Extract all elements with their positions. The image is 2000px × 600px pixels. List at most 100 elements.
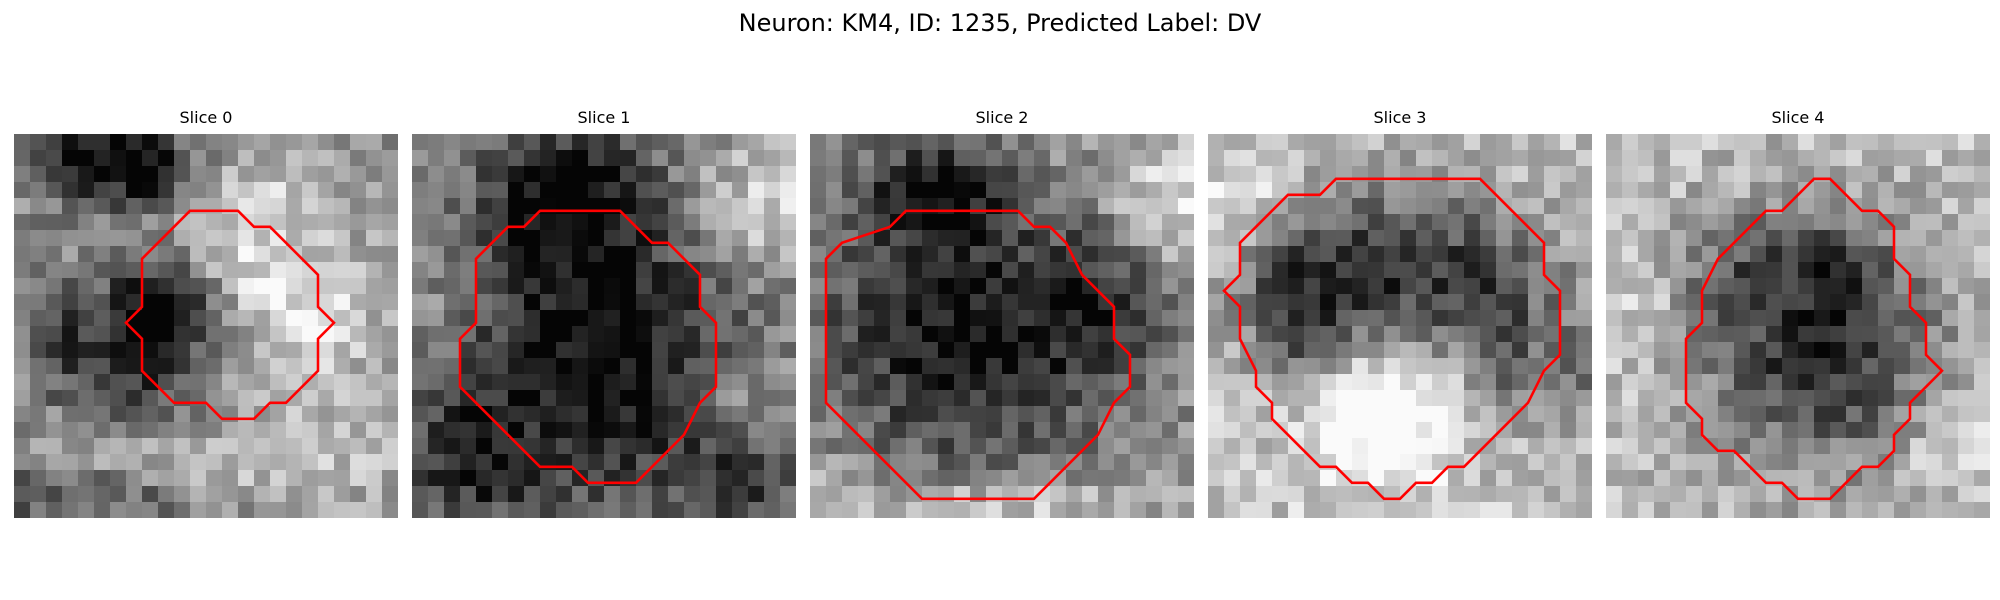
- image-pixel: [970, 230, 987, 247]
- image-pixel: [1528, 422, 1545, 439]
- image-pixel: [588, 438, 605, 455]
- image-pixel: [30, 454, 47, 471]
- image-pixel: [428, 166, 445, 183]
- image-pixel: [970, 166, 987, 183]
- image-pixel: [1528, 470, 1545, 487]
- image-pixel: [1448, 422, 1465, 439]
- image-pixel: [428, 150, 445, 167]
- image-pixel: [350, 390, 367, 407]
- image-pixel: [748, 374, 765, 391]
- image-pixel: [1910, 310, 1927, 327]
- image-pixel: [1750, 278, 1767, 295]
- image-pixel: [1942, 422, 1959, 439]
- image-pixel: [716, 470, 733, 487]
- image-pixel: [1066, 358, 1083, 375]
- image-pixel: [1256, 374, 1273, 391]
- image-pixel: [524, 166, 541, 183]
- image-pixel: [1002, 182, 1019, 199]
- image-pixel: [1544, 358, 1561, 375]
- image-pixel: [826, 406, 843, 423]
- image-pixel: [142, 358, 159, 375]
- image-pixel: [1208, 438, 1225, 455]
- image-pixel: [270, 438, 287, 455]
- image-pixel: [1702, 198, 1719, 215]
- image-pixel: [1304, 246, 1321, 263]
- image-pixel: [190, 326, 207, 343]
- image-pixel: [142, 422, 159, 439]
- image-pixel: [1814, 278, 1831, 295]
- image-pixel: [780, 502, 796, 518]
- image-pixel: [1782, 166, 1799, 183]
- image-pixel: [938, 262, 955, 279]
- image-pixel: [1560, 182, 1577, 199]
- image-pixel: [1240, 262, 1257, 279]
- image-pixel: [780, 150, 796, 167]
- image-pixel: [748, 326, 765, 343]
- image-pixel: [1098, 486, 1115, 503]
- image-pixel: [1432, 262, 1449, 279]
- image-pixel: [1910, 230, 1927, 247]
- image-pixel: [270, 486, 287, 503]
- image-pixel: [110, 246, 127, 263]
- image-pixel: [412, 262, 429, 279]
- image-pixel: [1910, 278, 1927, 295]
- image-pixel: [1464, 294, 1481, 311]
- image-pixel: [1974, 278, 1990, 295]
- image-pixel: [1750, 406, 1767, 423]
- image-pixel: [970, 502, 987, 518]
- image-pixel: [1638, 342, 1655, 359]
- image-pixel: [1098, 166, 1115, 183]
- image-pixel: [1208, 358, 1225, 375]
- image-pixel: [1910, 454, 1927, 471]
- image-pixel: [1528, 326, 1545, 343]
- image-pixel: [842, 198, 859, 215]
- image-pixel: [1050, 262, 1067, 279]
- image-pixel: [1670, 486, 1687, 503]
- image-pixel: [1512, 358, 1529, 375]
- image-pixel: [668, 134, 685, 151]
- image-pixel: [1002, 470, 1019, 487]
- image-pixel: [1368, 454, 1385, 471]
- image-pixel: [986, 246, 1003, 263]
- image-pixel: [350, 358, 367, 375]
- image-pixel: [158, 454, 175, 471]
- image-pixel: [1400, 294, 1417, 311]
- image-pixel: [1718, 246, 1735, 263]
- image-pixel: [524, 182, 541, 199]
- image-pixel: [1686, 342, 1703, 359]
- image-pixel: [970, 294, 987, 311]
- image-pixel: [1114, 134, 1131, 151]
- image-pixel: [1240, 422, 1257, 439]
- image-pixel: [1782, 262, 1799, 279]
- image-pixel: [1240, 470, 1257, 487]
- image-pixel: [1622, 326, 1639, 343]
- image-pixel: [1766, 358, 1783, 375]
- image-pixel: [1846, 342, 1863, 359]
- image-pixel: [1146, 134, 1163, 151]
- image-pixel: [1352, 278, 1369, 295]
- image-pixel: [1448, 262, 1465, 279]
- image-pixel: [318, 470, 335, 487]
- image-pixel: [700, 374, 717, 391]
- image-pixel: [1942, 166, 1959, 183]
- image-pixel: [826, 278, 843, 295]
- image-pixel: [460, 182, 477, 199]
- image-pixel: [110, 134, 127, 151]
- image-pixel: [1878, 134, 1895, 151]
- image-pixel: [270, 182, 287, 199]
- image-pixel: [1686, 486, 1703, 503]
- image-pixel: [1208, 502, 1225, 518]
- image-pixel: [1464, 134, 1481, 151]
- image-pixel: [158, 470, 175, 487]
- image-pixel: [366, 150, 383, 167]
- image-pixel: [78, 278, 95, 295]
- image-pixel: [1448, 502, 1465, 518]
- image-pixel: [938, 134, 955, 151]
- image-pixel: [716, 294, 733, 311]
- image-pixel: [1384, 374, 1401, 391]
- image-pixel: [206, 310, 223, 327]
- image-pixel: [1162, 182, 1179, 199]
- image-pixel: [126, 262, 143, 279]
- image-pixel: [1066, 422, 1083, 439]
- image-pixel: [1336, 502, 1353, 518]
